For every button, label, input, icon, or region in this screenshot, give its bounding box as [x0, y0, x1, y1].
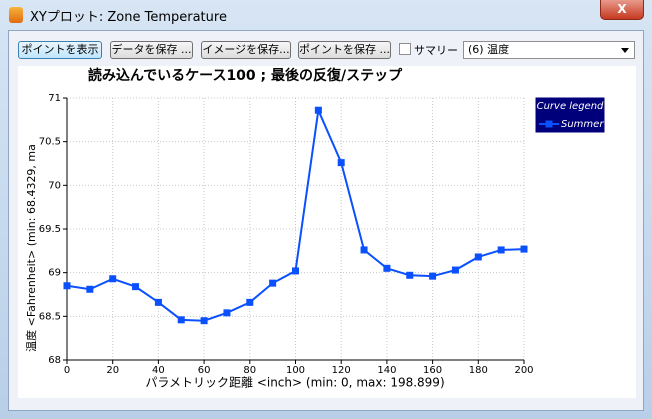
- x-tick-label: 40: [152, 365, 165, 376]
- data-point: [177, 316, 185, 324]
- x-tick-label: 60: [198, 365, 211, 376]
- data-point: [223, 309, 231, 317]
- x-tick-label: 180: [469, 365, 488, 376]
- x-tick-label: 20: [106, 365, 119, 376]
- y-tick-label: 68: [48, 355, 61, 366]
- data-point: [451, 266, 459, 274]
- legend-marker: [545, 120, 553, 128]
- button[interactable]: データを保存 ...: [110, 41, 193, 59]
- data-point: [314, 106, 322, 114]
- data-point: [292, 267, 299, 275]
- data-point: [406, 271, 414, 279]
- app-icon: [9, 7, 23, 23]
- x-tick-label: 200: [514, 365, 533, 376]
- x-tick-label: 160: [423, 365, 442, 376]
- checkbox[interactable]: [399, 43, 411, 55]
- x-axis-label: パラメトリック距離 <inch> (min: 0, max: 198.899): [145, 376, 444, 390]
- x-tick-label: 120: [332, 365, 351, 376]
- dropdown[interactable]: (6) 温度: [463, 41, 635, 59]
- chart-title: 読み込んでいるケース100 ; 最後の反復/ステップ: [88, 67, 403, 84]
- y-tick-label: 69.5: [39, 224, 61, 235]
- data-point: [132, 283, 140, 291]
- data-point: [246, 298, 254, 306]
- chart-background: [18, 66, 636, 398]
- data-point: [497, 246, 505, 254]
- y-tick-label: 70.5: [39, 137, 61, 148]
- data-point: [429, 272, 437, 280]
- legend-title: Curve legend: [537, 101, 604, 112]
- data-point: [383, 264, 391, 272]
- data-point: [63, 282, 71, 290]
- checkbox-label[interactable]: サマリー: [414, 44, 458, 57]
- data-point: [269, 279, 277, 287]
- button[interactable]: イメージを保存...: [201, 41, 291, 59]
- y-tick-label: 71: [48, 93, 61, 104]
- close-button[interactable]: X: [600, 0, 644, 20]
- data-point: [154, 298, 162, 306]
- data-point: [337, 159, 345, 167]
- y-axis-label: 温度 <Fahrenheit> (min: 68.4329, ma: [24, 144, 38, 352]
- data-point: [200, 317, 208, 325]
- window-title: XYプロット: Zone Temperature: [30, 10, 227, 25]
- data-point: [474, 253, 482, 261]
- y-tick-label: 68.5: [39, 311, 61, 322]
- button[interactable]: ポイントを表示: [18, 41, 102, 59]
- legend-label: Summer: [561, 119, 604, 130]
- x-tick-label: 80: [243, 365, 256, 376]
- data-point: [520, 245, 528, 253]
- x-tick-label: 140: [377, 365, 396, 376]
- data-point: [360, 246, 368, 254]
- y-tick-label: 70: [48, 180, 61, 191]
- x-tick-label: 0: [64, 365, 70, 376]
- y-tick-label: 69: [48, 268, 61, 279]
- x-tick-label: 100: [286, 365, 305, 376]
- data-point: [86, 285, 94, 293]
- button[interactable]: ポイントを保存 ...: [298, 41, 391, 59]
- data-point: [109, 275, 117, 283]
